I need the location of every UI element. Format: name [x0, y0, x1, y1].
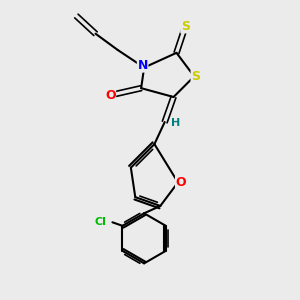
Text: O: O [176, 176, 186, 189]
Text: O: O [105, 89, 116, 102]
Text: S: S [191, 70, 200, 83]
Text: N: N [137, 59, 148, 72]
Text: H: H [171, 118, 181, 128]
Text: S: S [181, 20, 190, 33]
Text: Cl: Cl [95, 217, 106, 227]
